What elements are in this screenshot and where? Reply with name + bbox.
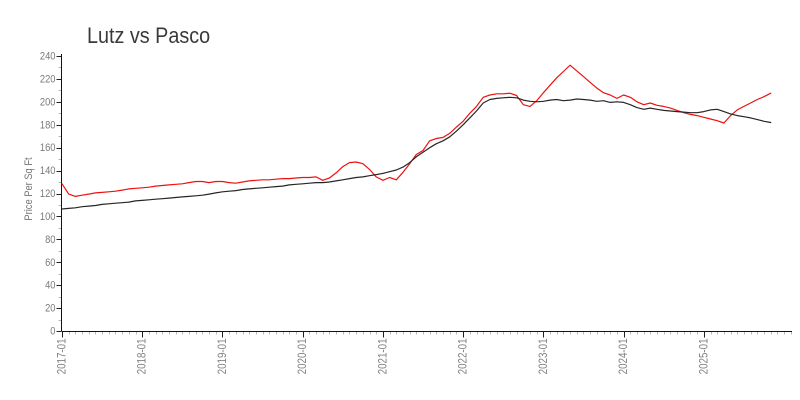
- y-tick-label: 100: [40, 211, 56, 223]
- y-tick-label: 200: [40, 97, 56, 109]
- x-tick-label: 2025-01: [698, 338, 711, 374]
- series-line-pasco: [61, 96, 772, 210]
- y-tick-label: 20: [45, 303, 56, 315]
- y-tick-label: 60: [45, 257, 56, 269]
- x-tick-label: 2017-01: [56, 338, 69, 374]
- y-tick-label: 180: [40, 120, 56, 132]
- axes: [61, 54, 792, 332]
- x-tick-label: 2020-01: [296, 338, 309, 374]
- y-tick-label: 220: [40, 74, 56, 86]
- x-tick-label: 2024-01: [617, 338, 630, 374]
- y-tick-label: 0: [50, 326, 55, 338]
- y-tick-label: 160: [40, 143, 56, 155]
- y-axis-label: Price Per Sq Ft: [23, 157, 35, 220]
- y-tick-label: 140: [40, 165, 56, 177]
- y-tick-label: 80: [45, 234, 56, 246]
- y-tick-label: 120: [40, 188, 56, 200]
- x-tick-label: 2022-01: [457, 338, 470, 374]
- series-lines: [61, 64, 772, 210]
- series-line-lutz: [61, 64, 772, 197]
- axis-tick-labels: 2017-01 2018-01 2019-01 2020-01 2021-01 2022-…: [40, 51, 711, 374]
- x-tick-label: 2018-01: [136, 338, 149, 374]
- chart-title: Lutz vs Pasco: [87, 24, 210, 48]
- y-tick-label: 240: [40, 51, 56, 63]
- x-tick-label: 2023-01: [537, 338, 550, 374]
- axis-ticks: [56, 56, 792, 338]
- x-tick-label: 2019-01: [216, 338, 229, 374]
- y-tick-label: 40: [45, 280, 56, 292]
- x-tick-label: 2021-01: [377, 338, 390, 374]
